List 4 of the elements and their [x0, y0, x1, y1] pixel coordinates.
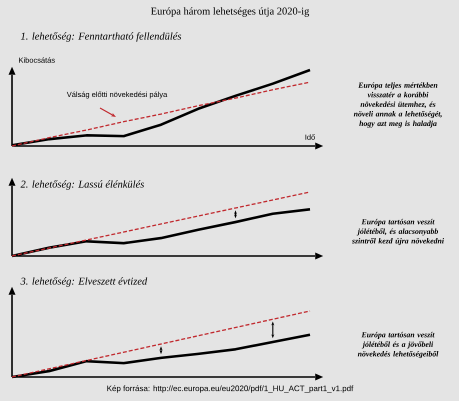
chart-subtitle: 1. lehetőség: Fenntartható fellendülés	[20, 32, 182, 42]
chart-title: Európa három lehetséges útja 2020-ig	[151, 7, 310, 17]
chart-title: 2. lehetőség: Lassú élénkülés	[20, 180, 144, 190]
chart-title: 3. lehetőség: Elveszett évtized	[20, 277, 148, 287]
